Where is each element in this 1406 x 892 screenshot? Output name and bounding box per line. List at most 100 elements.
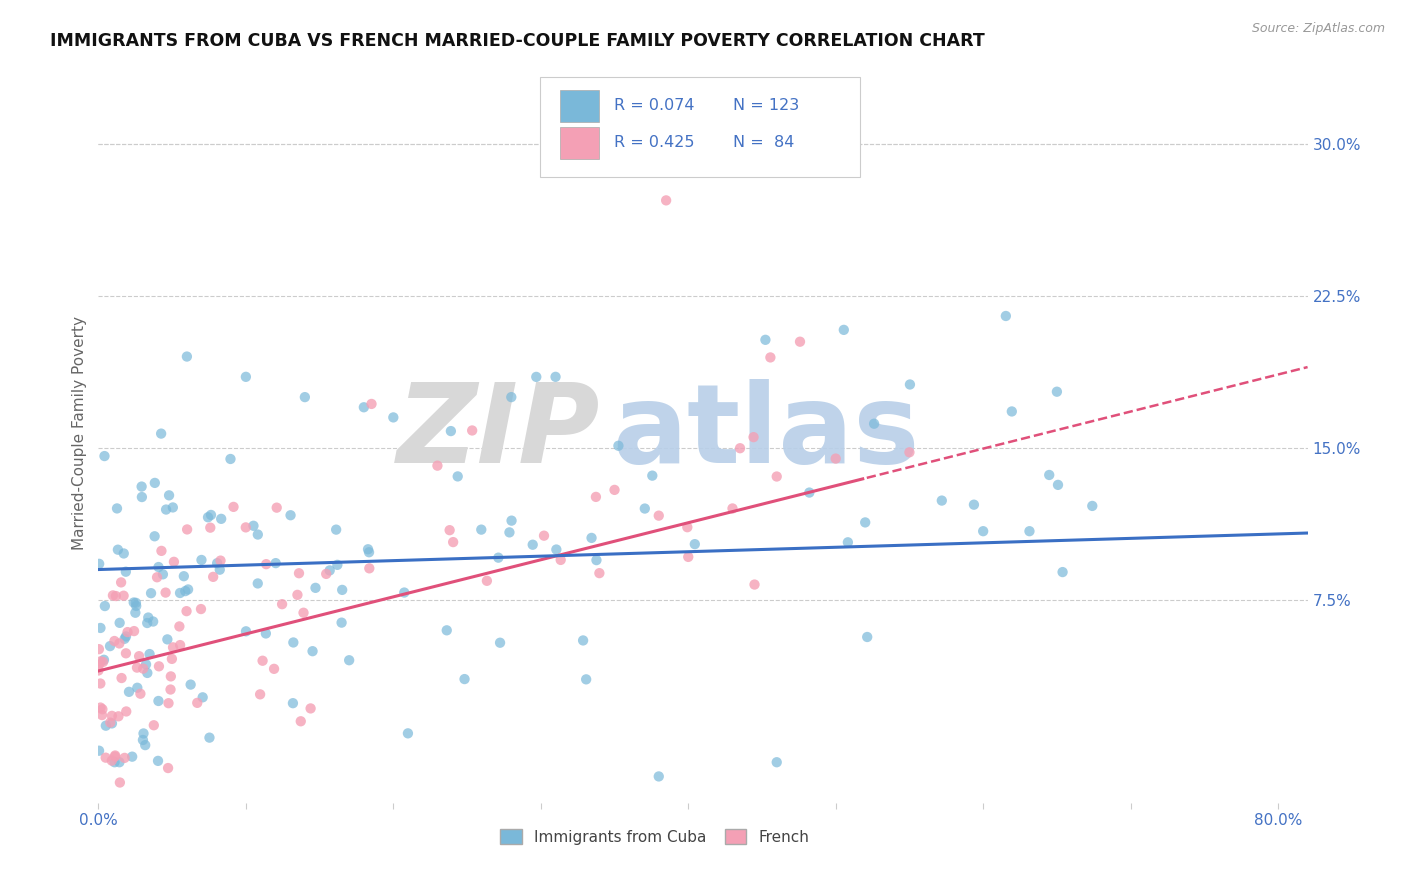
Point <box>148 694 170 708</box>
Point <box>108 756 131 770</box>
Point <box>93 653 115 667</box>
Point <box>678 549 700 564</box>
Point <box>127 681 149 695</box>
Point <box>176 604 198 618</box>
Point <box>283 635 305 649</box>
Point <box>292 606 315 620</box>
Legend: Immigrants from Cuba, French: Immigrants from Cuba, French <box>494 823 815 851</box>
Point <box>789 334 811 349</box>
Point <box>863 417 886 431</box>
Point <box>87 642 110 657</box>
Text: N =  84: N = 84 <box>734 135 794 150</box>
Point <box>162 500 184 515</box>
Point <box>190 602 212 616</box>
Point <box>242 518 264 533</box>
Point <box>132 662 155 676</box>
Point <box>104 748 127 763</box>
Point <box>200 521 222 535</box>
Point <box>219 452 242 467</box>
Point <box>475 574 498 588</box>
Point <box>1046 478 1069 492</box>
Point <box>191 690 214 705</box>
Point <box>131 479 153 493</box>
Point <box>931 493 953 508</box>
Point <box>799 485 821 500</box>
Point <box>155 502 177 516</box>
Point <box>648 508 671 523</box>
Text: R = 0.425: R = 0.425 <box>613 135 695 150</box>
Point <box>174 584 197 599</box>
Point <box>186 696 208 710</box>
Point <box>103 756 125 770</box>
Point <box>754 333 776 347</box>
Point <box>103 634 125 648</box>
Point <box>104 589 127 603</box>
Point <box>439 523 461 537</box>
Point <box>254 626 277 640</box>
Point <box>546 542 568 557</box>
Point <box>146 754 169 768</box>
Point <box>87 664 110 678</box>
Point <box>180 677 202 691</box>
Point <box>1018 524 1040 539</box>
Point <box>94 719 117 733</box>
Point <box>110 671 132 685</box>
Point <box>136 665 159 680</box>
Point <box>115 705 138 719</box>
Point <box>115 630 138 644</box>
Point <box>533 529 555 543</box>
Point <box>744 577 766 591</box>
Point <box>136 615 159 630</box>
Point <box>972 524 994 539</box>
Point <box>648 769 671 783</box>
Point <box>337 653 360 667</box>
Point <box>122 595 145 609</box>
Point <box>101 709 124 723</box>
Point <box>330 582 353 597</box>
Point <box>150 544 173 558</box>
Point <box>222 500 245 514</box>
Text: R = 0.074: R = 0.074 <box>613 98 695 113</box>
Point <box>176 350 198 364</box>
Point <box>94 750 117 764</box>
Point <box>266 500 288 515</box>
Point <box>585 490 607 504</box>
Point <box>98 715 121 730</box>
Point <box>198 731 221 745</box>
Point <box>122 624 145 638</box>
Point <box>125 599 148 613</box>
Point <box>169 638 191 652</box>
Point <box>105 501 128 516</box>
FancyBboxPatch shape <box>561 90 599 121</box>
Point <box>544 369 567 384</box>
Point <box>898 445 921 459</box>
Point <box>150 426 173 441</box>
Point <box>721 501 744 516</box>
Point <box>765 469 787 483</box>
Point <box>87 657 110 672</box>
Point <box>382 410 405 425</box>
Point <box>155 585 177 599</box>
Point <box>101 588 124 602</box>
Point <box>156 632 179 647</box>
Point <box>288 566 311 581</box>
Point <box>294 390 316 404</box>
Point <box>112 589 135 603</box>
Point <box>396 726 419 740</box>
Point <box>118 685 141 699</box>
Point <box>1081 499 1104 513</box>
Point <box>246 527 269 541</box>
Point <box>89 557 111 571</box>
FancyBboxPatch shape <box>540 78 860 178</box>
Point <box>252 654 274 668</box>
Point <box>1052 565 1074 579</box>
Point <box>824 451 846 466</box>
Point <box>522 538 544 552</box>
Point <box>326 558 349 572</box>
Point <box>1001 404 1024 418</box>
Point <box>200 508 222 522</box>
Point <box>91 655 114 669</box>
Point <box>98 639 121 653</box>
Point <box>117 625 139 640</box>
Point <box>765 756 787 770</box>
